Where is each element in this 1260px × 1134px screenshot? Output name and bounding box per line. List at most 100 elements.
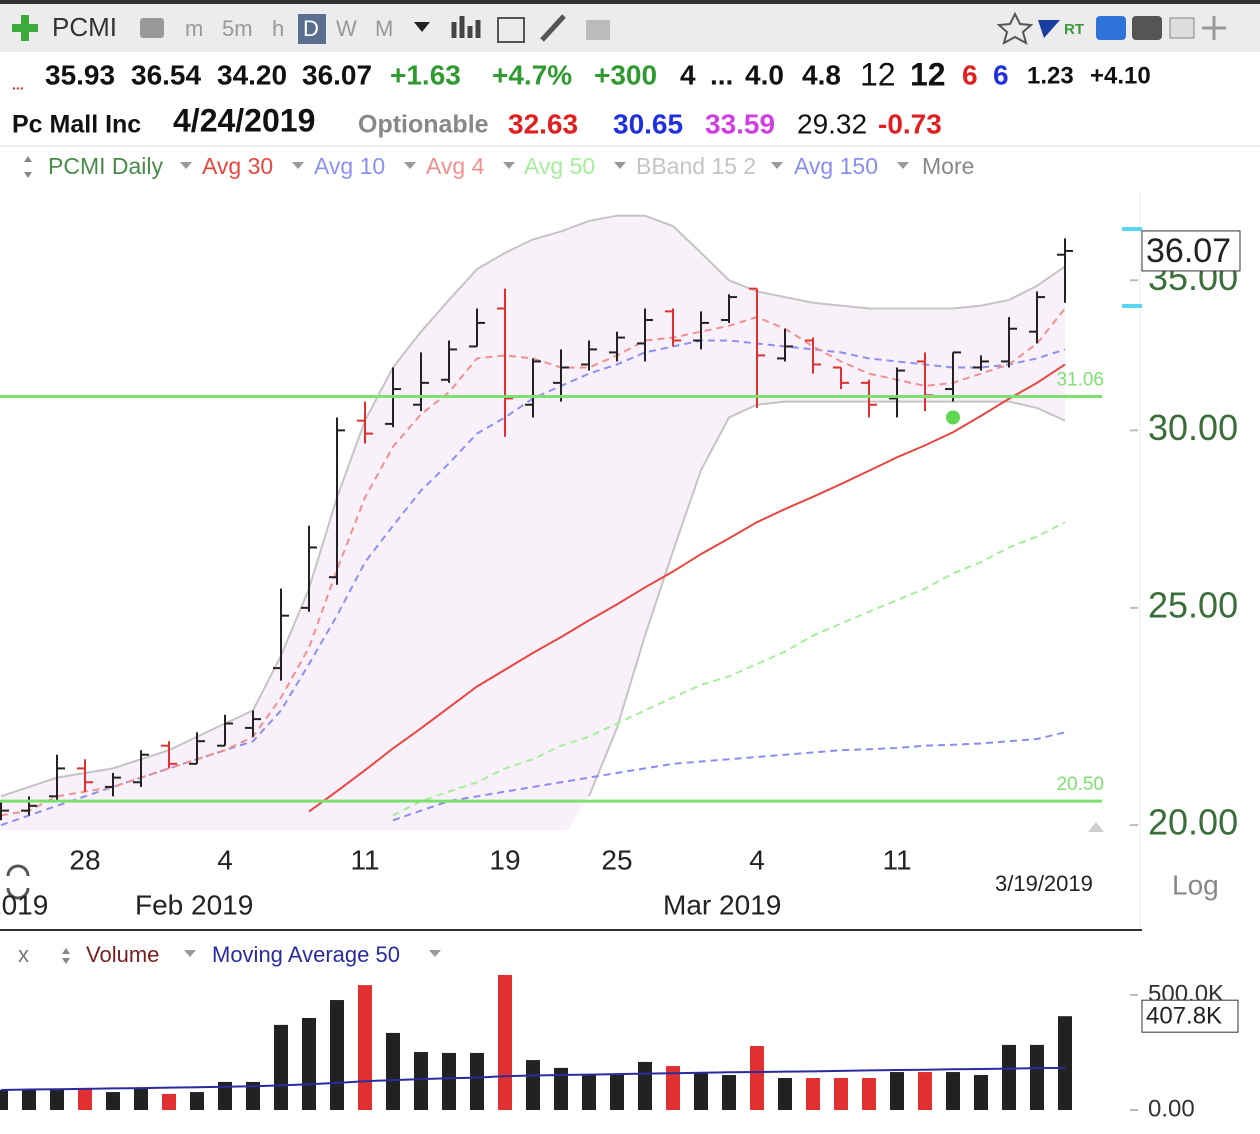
sync-icon[interactable] — [6, 864, 30, 900]
quote-value: +4.7% — [492, 59, 572, 90]
x-tick-label: 4 — [749, 844, 765, 875]
dropdown[interactable] — [429, 950, 441, 957]
quote-value: 4.8 — [802, 59, 841, 90]
volume-bar — [134, 1087, 148, 1110]
y-tick-label: 30.00 — [1148, 407, 1238, 448]
legend-item[interactable]: Moving Average 50 — [212, 942, 400, 967]
scale-mode[interactable]: Log — [1172, 869, 1219, 900]
interval[interactable]: W — [336, 16, 357, 41]
volume-bar — [890, 1072, 904, 1110]
volume-bar — [554, 1067, 568, 1110]
volume-bar — [1002, 1044, 1016, 1110]
symbol[interactable]: PCMI — [52, 12, 117, 42]
volume-bar — [22, 1089, 36, 1110]
legend-item[interactable]: Avg 10 — [314, 153, 385, 179]
interval[interactable]: 5m — [222, 16, 253, 41]
x-tick-label: 19 — [489, 844, 520, 875]
volume-bar — [806, 1078, 820, 1110]
x-tick-label: 25 — [601, 844, 632, 875]
volume-bar — [834, 1078, 848, 1110]
pen-icon[interactable] — [540, 14, 566, 42]
legend-item[interactable]: Avg 4 — [426, 153, 485, 179]
end-date: 3/19/2019 — [995, 871, 1093, 896]
volume-bar — [414, 1052, 428, 1110]
moving-average — [0, 307, 1066, 817]
volume-bar — [582, 1075, 596, 1110]
quote-value: 12 — [860, 56, 896, 92]
pane-title[interactable]: Volume — [86, 942, 159, 967]
volume-bar — [106, 1092, 120, 1110]
month-label: Feb 2019 — [135, 889, 253, 920]
scroll-icon[interactable] — [1088, 822, 1104, 832]
icon[interactable] — [586, 20, 610, 40]
quote-value: ... — [12, 77, 24, 93]
last-value: 407.8K — [1146, 1003, 1222, 1030]
move-icon[interactable] — [1202, 16, 1226, 40]
dropdown[interactable] — [292, 162, 304, 169]
rt[interactable]: RT — [1064, 21, 1084, 38]
bband-upper — [0, 214, 1066, 798]
legend-item[interactable]: Avg 150 — [794, 153, 878, 179]
window-icon[interactable] — [1169, 17, 1195, 39]
level-label: 31.06 — [1056, 370, 1104, 391]
bband-lower — [588, 400, 1066, 797]
volume-bar — [442, 1052, 456, 1110]
pane-close[interactable]: x — [18, 942, 29, 967]
quote-value: 36.07 — [302, 59, 372, 90]
dropdown[interactable] — [404, 162, 416, 169]
quote-value: 6 — [993, 59, 1009, 90]
volume-bar — [918, 1072, 932, 1110]
last-value-box — [1141, 999, 1239, 1033]
dropdown[interactable] — [614, 162, 626, 169]
volume-bar — [946, 1072, 960, 1110]
dropdown[interactable] — [897, 162, 909, 169]
flag-icon[interactable] — [1038, 20, 1060, 38]
legend-item[interactable]: BBand 15 2 — [636, 153, 756, 179]
t-icon[interactable] — [1132, 16, 1162, 40]
star-icon[interactable] — [996, 11, 1034, 46]
legend-item[interactable]: PCMI Daily — [48, 153, 164, 179]
sort-icon[interactable] — [24, 156, 32, 178]
volume-bar — [0, 1089, 8, 1110]
table-icon[interactable] — [497, 17, 525, 43]
interval[interactable]: m — [185, 16, 203, 41]
legend-item[interactable]: Avg 30 — [202, 153, 273, 179]
icon[interactable] — [140, 18, 164, 38]
level-label: 20.50 — [1056, 774, 1104, 795]
add-icon[interactable] — [12, 15, 38, 41]
volume-bar — [330, 1000, 344, 1110]
quote-value: 1.23 — [1027, 62, 1074, 89]
volume-bar — [218, 1081, 232, 1110]
info-value: Optionable — [358, 111, 489, 139]
bars-icon[interactable] — [451, 16, 481, 38]
quote-value: 36.54 — [131, 59, 201, 90]
dropdown[interactable] — [414, 22, 430, 32]
quote-value: +300 — [594, 59, 657, 90]
quote-value: 12 — [910, 56, 946, 92]
dropdown[interactable] — [180, 162, 192, 169]
interval[interactable]: M — [375, 16, 393, 41]
volume-bar — [974, 1075, 988, 1110]
s-icon[interactable] — [1096, 16, 1126, 40]
volume-bar — [694, 1072, 708, 1110]
moving-average — [308, 363, 1066, 813]
dropdown[interactable] — [503, 162, 515, 169]
volume-bar — [722, 1075, 736, 1110]
dropdown[interactable] — [184, 950, 196, 957]
legend-item[interactable]: More — [922, 153, 974, 179]
interval[interactable]: h — [272, 16, 284, 41]
legend-item[interactable]: Avg 50 — [524, 153, 595, 179]
interval[interactable]: D — [303, 16, 319, 41]
moving-average — [392, 731, 1066, 822]
volume-bar — [470, 1052, 484, 1110]
y-tick-label: 25.00 — [1148, 584, 1238, 625]
volume-bar — [1058, 1016, 1072, 1110]
top-border — [0, 0, 1260, 4]
volume-bar — [1030, 1044, 1044, 1110]
dropdown[interactable] — [771, 162, 783, 169]
volume-bar — [190, 1092, 204, 1110]
info-value: 30.65 — [613, 108, 683, 139]
sort-icon[interactable] — [62, 948, 70, 964]
last-price-box — [1141, 230, 1241, 272]
quote-value: 6 — [962, 59, 978, 90]
